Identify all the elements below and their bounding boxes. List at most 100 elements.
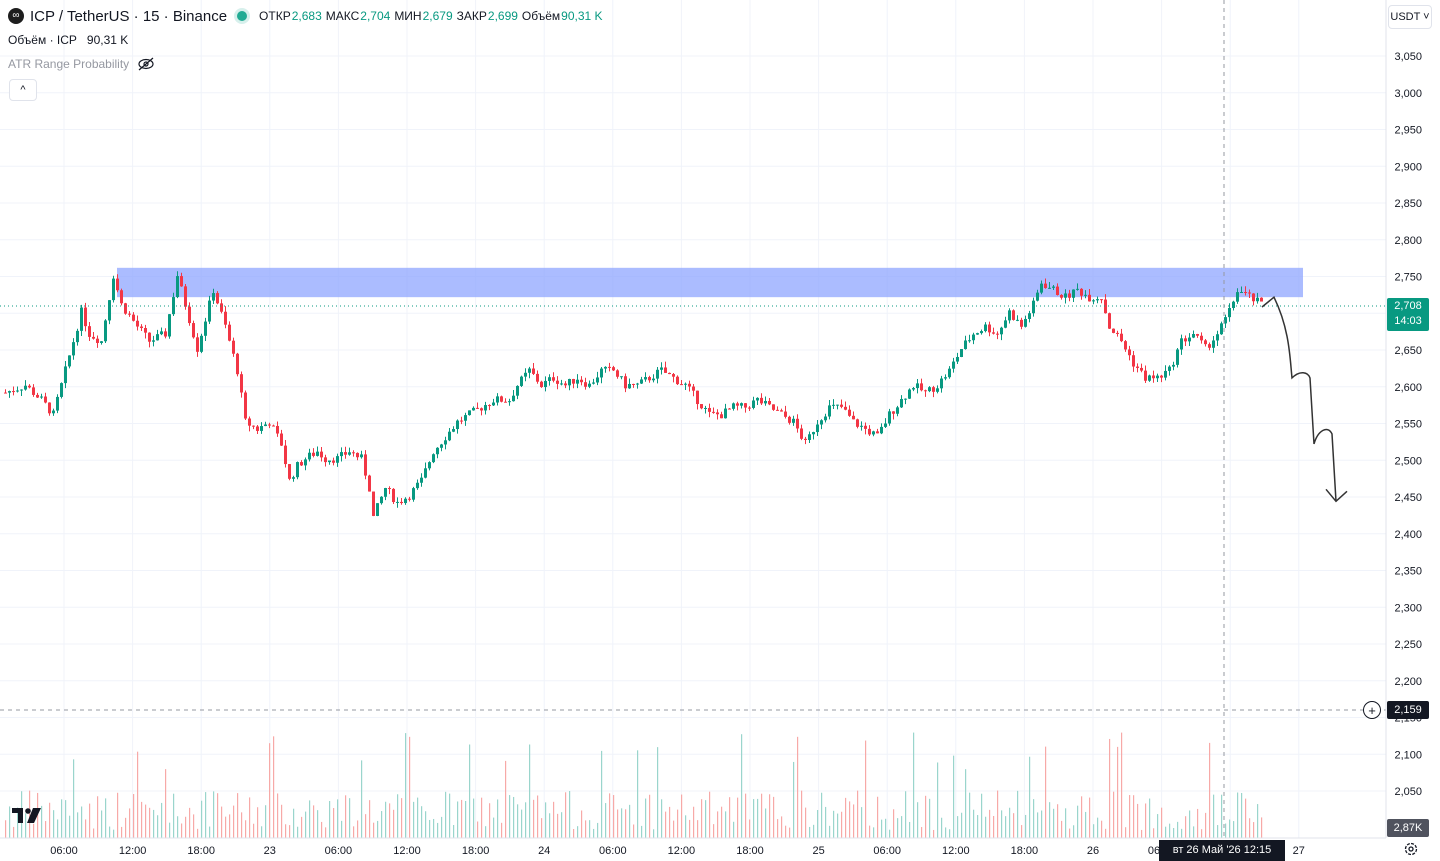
- volume-bar: [1221, 794, 1223, 838]
- add-alert-icon[interactable]: +: [1363, 701, 1381, 719]
- projection-drawing[interactable]: [1261, 295, 1348, 503]
- volume-bar: [601, 750, 603, 838]
- candle-body: [812, 432, 815, 435]
- volume-bar: [157, 815, 159, 838]
- candle-body: [764, 400, 767, 404]
- candle-body: [1228, 307, 1231, 318]
- time-axis[interactable]: 06:00 12:00 18:00 23 06:00 12:00 18:00 24 06:00 1…: [0, 837, 1386, 857]
- indicator-legend[interactable]: ATR Range Probability: [8, 57, 155, 71]
- candle-body: [796, 418, 799, 429]
- ohlc-label-3: ЗАКР: [456, 9, 487, 23]
- candle-body: [408, 498, 411, 500]
- candle-body: [420, 477, 423, 483]
- candle-body: [548, 377, 551, 381]
- candle-body: [152, 340, 155, 342]
- candle-body: [240, 374, 243, 393]
- candle-body: [156, 334, 159, 341]
- candle-body: [708, 407, 711, 412]
- volume-bar: [233, 805, 235, 838]
- volume-bar: [493, 817, 495, 838]
- candle-body: [372, 491, 375, 516]
- gear-icon[interactable]: [1403, 841, 1419, 857]
- candle-body: [36, 394, 39, 398]
- price-tick-label: 2,800: [1394, 235, 1422, 247]
- price-tick-label: 2,250: [1394, 639, 1422, 651]
- current-price-tag: 2,708 14:03: [1387, 298, 1429, 331]
- volume-legend[interactable]: Объём · ICP 90,31 K: [8, 33, 128, 47]
- price-tick-label: 2,600: [1394, 382, 1422, 394]
- candle-body: [1100, 299, 1103, 301]
- collapse-legend-button[interactable]: ^: [9, 79, 37, 101]
- time-tick-label: 24: [538, 845, 550, 857]
- volume-bar: [353, 826, 355, 838]
- candle-body: [728, 408, 731, 410]
- volume-bar: [369, 800, 371, 838]
- candle-body: [1260, 297, 1263, 302]
- resistance-zone[interactable]: [117, 267, 1303, 298]
- ohlc-value-3: 2,699: [487, 9, 518, 23]
- candle-body: [700, 404, 703, 409]
- volume-bar: [797, 736, 799, 838]
- candle-body: [568, 378, 571, 386]
- candle-body: [512, 395, 515, 402]
- volume-bar: [417, 797, 419, 838]
- candle-body: [1048, 287, 1051, 289]
- symbol-title[interactable]: ICP / TetherUS · 15 · Binance: [30, 7, 228, 25]
- volume-bar: [713, 824, 715, 838]
- candle-body: [180, 276, 183, 287]
- volume-bar: [645, 798, 647, 838]
- candle-body: [664, 367, 667, 373]
- candle-body: [648, 377, 651, 381]
- volume-bar: [485, 826, 487, 838]
- candle-body: [988, 324, 991, 333]
- volume-bar: [1225, 823, 1227, 838]
- candle-body: [352, 452, 355, 454]
- eye-off-icon[interactable]: [137, 57, 155, 71]
- volume-bar: [997, 790, 999, 838]
- volume-bar: [209, 826, 211, 838]
- candle-body: [712, 411, 715, 413]
- candle-body: [872, 431, 875, 435]
- volume-bar: [293, 808, 295, 838]
- candle-body: [912, 388, 915, 390]
- candle-body: [28, 385, 31, 388]
- volume-bar: [185, 816, 187, 838]
- price-tick-label: 2,550: [1394, 419, 1422, 431]
- volume-bar: [1085, 811, 1087, 838]
- candle-body: [992, 332, 995, 334]
- candle-body: [528, 368, 531, 373]
- symbol-header[interactable]: ∞ ICP / TetherUS · 15 · Binance ОТКР2,68…: [8, 7, 603, 25]
- candle-body: [1184, 338, 1187, 342]
- candle-body: [260, 426, 263, 431]
- candle-body: [64, 366, 67, 384]
- candle-body: [1148, 375, 1151, 381]
- volume-bar: [909, 821, 911, 838]
- volume-bar: [1193, 826, 1195, 838]
- volume-bar: [1209, 742, 1211, 838]
- volume-bar: [665, 811, 667, 838]
- volume-bar: [337, 799, 339, 838]
- volume-bar: [733, 821, 735, 838]
- volume-bar: [193, 814, 195, 838]
- price-tick-label: 2,350: [1394, 566, 1422, 578]
- volume-bar: [1081, 796, 1083, 838]
- volume-bar: [605, 803, 607, 838]
- currency-select[interactable]: USDT ˅: [1388, 5, 1432, 29]
- candle-body: [312, 452, 315, 456]
- volume-bar: [377, 820, 379, 838]
- volume-bar: [229, 814, 231, 838]
- candle-body: [508, 401, 511, 403]
- candle-body: [248, 418, 251, 426]
- candle-body: [60, 383, 63, 397]
- price-axis[interactable]: 3,0503,0002,9502,9002,8502,8002,7502,700…: [1385, 0, 1440, 861]
- volume-bar: [153, 809, 155, 838]
- candle-body: [672, 374, 675, 377]
- volume-bar: [1025, 814, 1027, 838]
- volume-bar: [653, 829, 655, 838]
- volume-bar: [877, 796, 879, 838]
- candle-body: [868, 428, 871, 435]
- candle-body: [424, 468, 427, 478]
- time-tick-label: 18:00: [187, 845, 215, 857]
- candle-body: [396, 501, 399, 503]
